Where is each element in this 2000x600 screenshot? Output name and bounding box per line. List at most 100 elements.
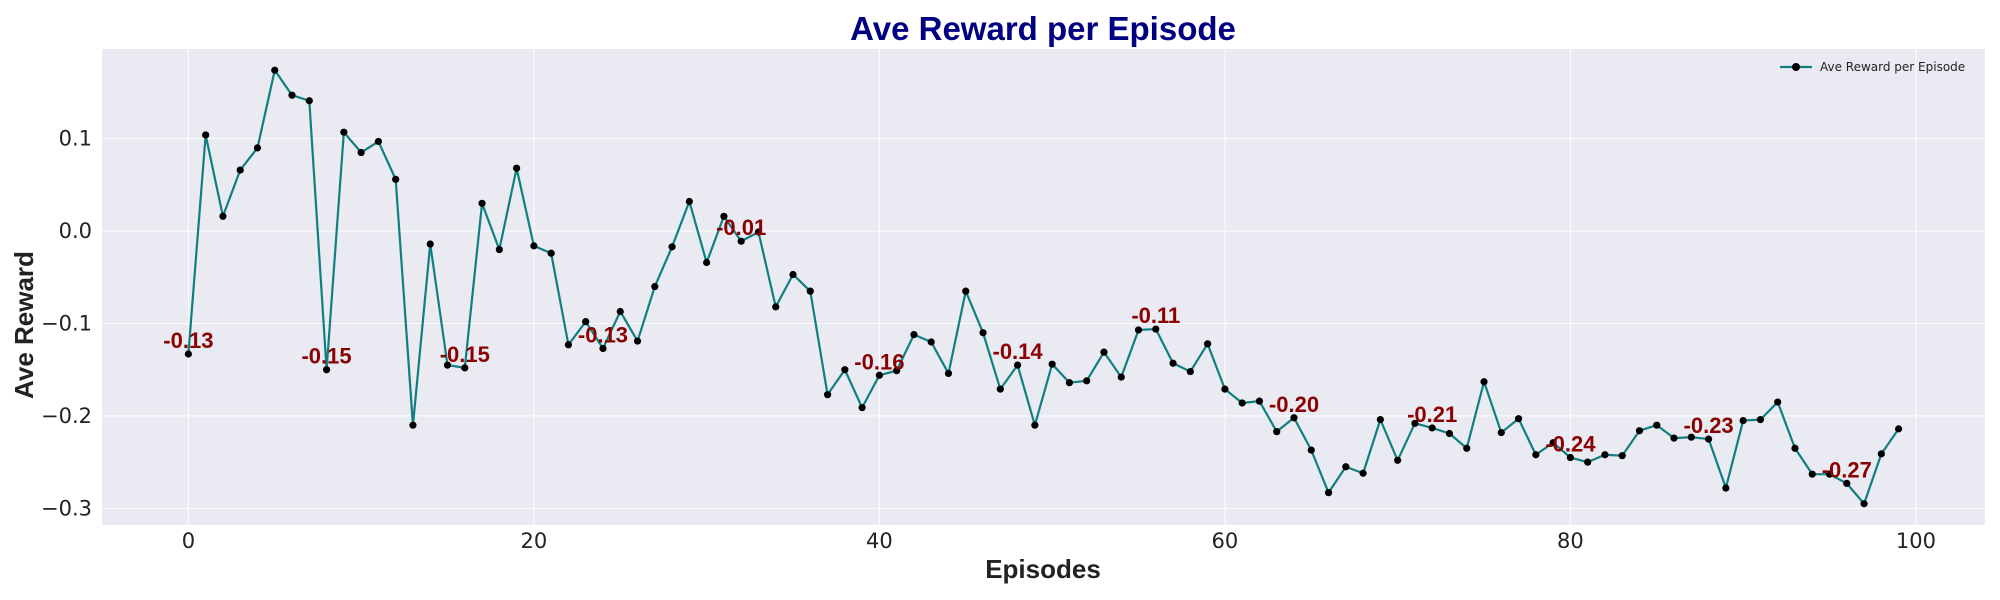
data-point [996,385,1004,393]
data-point [236,166,244,174]
data-point [1238,399,1246,407]
data-point [1618,452,1626,460]
data-label: -0.23 [1684,413,1734,438]
data-label: -0.16 [854,349,904,374]
data-point [737,237,745,245]
data-point [1704,435,1713,443]
series-line [187,69,1900,505]
data-point [685,197,693,206]
x-tick-label: 100 [1896,529,1936,553]
data-point [841,366,849,374]
data-point [495,245,503,254]
data-point [668,243,676,251]
data-point [754,228,763,236]
data-point [979,329,987,337]
data-point [305,97,313,105]
chart-title: Ave Reward per Episode [850,10,1236,47]
data-point [1376,416,1384,424]
data-point [1463,444,1471,452]
data-point [789,270,797,279]
x-tick-label: 60 [1212,529,1239,553]
data-point [720,212,728,220]
data-point [1877,450,1885,458]
x-tick-label: 20 [521,529,548,553]
data-point [1497,428,1505,437]
data-point [1480,378,1488,386]
data-point [1756,416,1765,424]
plot-area [102,49,1985,525]
data-point [1722,484,1730,492]
data-point [1359,469,1367,477]
data-label: -0.27 [1822,457,1872,482]
data-point [1307,446,1315,454]
data-point [772,303,780,311]
data-point [1342,463,1350,471]
data-point [1566,453,1574,462]
data-point [893,367,901,375]
data-point [1290,414,1298,422]
x-tick-label: 40 [866,529,893,553]
data-point [202,131,210,139]
data-point [1791,444,1799,452]
legend: Ave Reward per Episode [1780,60,1965,74]
y-tick-label: 0.0 [59,219,92,243]
data-point [1895,425,1903,433]
data-point [806,287,814,295]
data-point [1100,348,1108,356]
data-point [1584,458,1592,466]
data-point [1687,433,1695,441]
data-point [703,258,711,267]
data-point [875,371,883,379]
data-point [547,249,555,257]
data-point [1428,424,1436,432]
data-point [374,137,383,146]
data-point [1670,434,1678,442]
data-label: -0.13 [578,322,628,347]
data-point [322,366,331,374]
data-point [478,199,486,207]
data-point [1860,500,1868,508]
data-point [1204,340,1212,348]
data-point [616,307,624,316]
data-point [1013,361,1022,369]
data-point [927,338,935,346]
data-annotations: -0.13 -0.15 -0.15 -0.13 -0.01 -0.16 -0.14 -0.11… [163,215,1872,482]
data-point [288,91,296,99]
data-point [1117,373,1125,381]
y-tick-label: −0.1 [41,312,92,336]
data-point [1221,385,1229,393]
data-label: -0.01 [716,215,766,240]
x-tick-label: 0 [182,529,195,553]
data-point [443,361,452,369]
data-point [1134,326,1143,334]
data-point [461,364,469,372]
data-point [1808,470,1816,478]
data-point [1653,421,1661,429]
data-point [253,144,262,152]
data-point [1152,325,1160,333]
data-point [1255,397,1264,405]
data-point [1445,429,1454,438]
x-axis-label: Episodes [985,554,1101,584]
data-point [1514,415,1523,423]
data-point [271,66,279,74]
data-point [513,164,521,172]
data-point [1083,377,1091,385]
y-axis-ticks: −0.3 −0.2 −0.1 0.0 0.1 [41,127,92,521]
data-point [1031,421,1039,429]
data-label: -0.20 [1269,392,1319,417]
data-point [426,240,434,248]
data-label: -0.14 [993,339,1044,364]
data-label: -0.13 [163,328,213,353]
data-point [1186,367,1194,376]
data-point [357,148,365,157]
x-tick-label: 80 [1557,529,1584,553]
y-tick-label: −0.2 [41,404,92,428]
data-point [858,404,866,412]
data-label: -0.24 [1545,432,1596,457]
data-point [1324,489,1333,497]
data-point [599,344,607,353]
data-point [1065,379,1074,387]
data-point [1549,439,1557,447]
